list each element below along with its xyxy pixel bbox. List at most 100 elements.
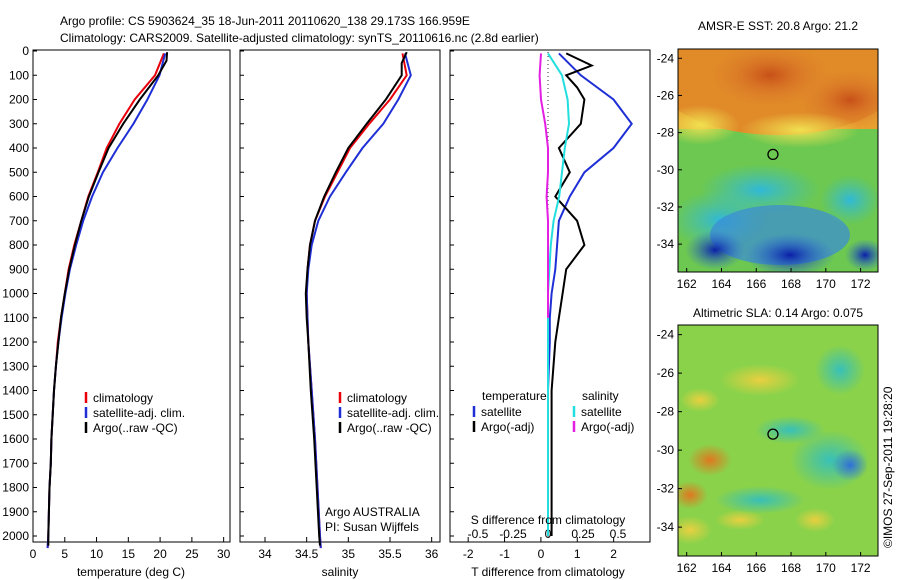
map-y-tick-label: -34 [657,237,675,251]
temperature-panel: 0100200300400500600700800900100011001200… [2,44,230,579]
y-tick-label: 800 [9,238,29,252]
x-tick-label: 35 [342,547,356,561]
series-line-blue [305,53,412,549]
series-line-magenta [538,53,549,318]
sst-map-frame [677,48,879,273]
map-y-tick-label: -30 [657,163,675,177]
y-tick-label: 700 [9,214,29,228]
map-x-tick-label: 162 [677,561,697,575]
map-x-tick-label: 164 [711,277,731,291]
x-tick-label: 15 [122,547,136,561]
series-line-blue [547,52,633,536]
x-tick-label: 34 [258,547,272,561]
x-tick-label: 1 [574,547,581,561]
y-tick-label: 1500 [2,408,29,422]
x-tick-label-salinity: 0.25 [571,527,595,541]
x-tick-label: 35.5 [378,547,402,561]
salinity-axes [239,49,441,543]
y-tick-label: 1000 [2,287,29,301]
map-y-tick-label: -24 [657,51,675,65]
x-tick-label-salinity: -0.25 [499,527,527,541]
y-tick-label: 600 [9,190,29,204]
map-y-tick-label: -32 [657,200,675,214]
difference-panel: -2 -1 0 1 2-0.5 -0.25 0 0.25 0.5 temperature sali… [449,49,651,579]
sla-map-title: Altimetric SLA: 0.14 Argo: 0.075 [693,306,863,320]
y-tick-label: 1700 [2,456,29,470]
legend-label: satellite-adj. clim. [93,406,185,420]
legend-label: climatology [347,391,407,405]
series-line-red [305,53,408,549]
x-tick-label: 30 [217,547,231,561]
y-tick-label: 1400 [2,384,29,398]
x-tick-label: -2 [463,547,474,561]
y-tick-label: 1300 [2,359,29,373]
map-x-tick-label: 170 [816,561,836,575]
x-tick-label: -1 [499,547,510,561]
y-tick-label: 2000 [2,529,29,543]
x-tick-label: 2 [610,547,617,561]
difference-xlabel-salinity: S difference from climatology [471,513,626,527]
legend-label: satellite-adj. clim. [347,406,439,420]
sla-map: Altimetric SLA: 0.14 Argo: 0.075 162 164 1… [657,306,879,575]
y-tick-label: 1200 [2,335,29,349]
legend-label: satellite [481,405,522,419]
legend-label: Argo(..raw -QC) [347,421,432,435]
figure-subtitle: Climatology: CARS2009. Satellite-adjuste… [60,31,539,45]
x-tick-label: 5 [61,547,68,561]
sla-map-frame [677,324,879,557]
map-y-tick-label: -26 [657,88,675,102]
salinity-panel: 34 34.5 35 35.5 36 climatologysatellite-adj.… [239,49,441,579]
salinity-annotation-line2: PI: Susan Wijffels [325,520,419,534]
map-y-tick-label: -28 [657,405,675,419]
map-y-tick-label: -28 [657,126,675,140]
map-x-tick-label: 164 [711,561,731,575]
imos-credit: ©IMOS 27-Sep-2011 19:28:20 [881,386,895,548]
map-x-tick-label: 166 [746,561,766,575]
legend-label: Argo(..raw -QC) [93,421,178,435]
y-tick-label: 1800 [2,481,29,495]
argo-position-marker [767,148,779,161]
x-tick-label: 0 [538,547,545,561]
y-tick-label: 1900 [2,505,29,519]
y-tick-label: 100 [9,68,29,82]
series-line-blue [46,53,167,549]
map-x-tick-label: 162 [677,277,697,291]
series-line-black [304,51,408,546]
map-y-tick-label: -24 [657,328,675,342]
y-tick-label: 500 [9,165,29,179]
y-tick-label: 1100 [3,311,29,325]
figure-title: Argo profile: CS 5903624_35 18-Jun-2011 … [60,14,470,28]
x-tick-label-salinity: 0.5 [610,527,627,541]
map-y-tick-label: -30 [657,443,675,457]
x-tick-label-salinity: -0.5 [468,527,489,541]
salinity-annotation-line1: Argo AUSTRALIA [325,505,420,519]
map-x-tick-label: 168 [781,561,801,575]
map-x-tick-label: 166 [746,277,766,291]
map-x-tick-label: 170 [816,277,836,291]
x-tick-label: 20 [153,547,167,561]
map-x-tick-label: 172 [851,277,871,291]
difference-axes [449,49,651,543]
series-line-cyan [547,52,571,536]
difference-xlabel-temperature: T difference from climatology [471,565,625,579]
x-tick-label: 25 [185,547,199,561]
map-y-tick-label: -34 [657,520,675,534]
temperature-xlabel: temperature (deg C) [77,565,185,579]
map-y-tick-label: -32 [657,482,675,496]
series-line-black [47,52,169,546]
x-tick-label: 34.5 [295,547,319,561]
legend-label: satellite [581,405,622,419]
y-tick-label: 0 [22,44,29,58]
legend-label: climatology [93,391,153,405]
salinity-xlabel: salinity [322,565,359,579]
argo-position-marker [767,428,779,440]
map-x-tick-label: 172 [851,561,871,575]
legend-title-salinity: salinity [582,389,619,403]
legend-title-temperature: temperature [482,389,547,403]
y-tick-label: 1600 [2,432,29,446]
y-tick-label: 400 [9,141,29,155]
sst-map: AMSR-E SST: 20.8 Argo: 21.2 162 164 166 168… [657,19,879,291]
y-tick-label: 900 [9,262,29,276]
x-tick-label: 36 [425,547,439,561]
